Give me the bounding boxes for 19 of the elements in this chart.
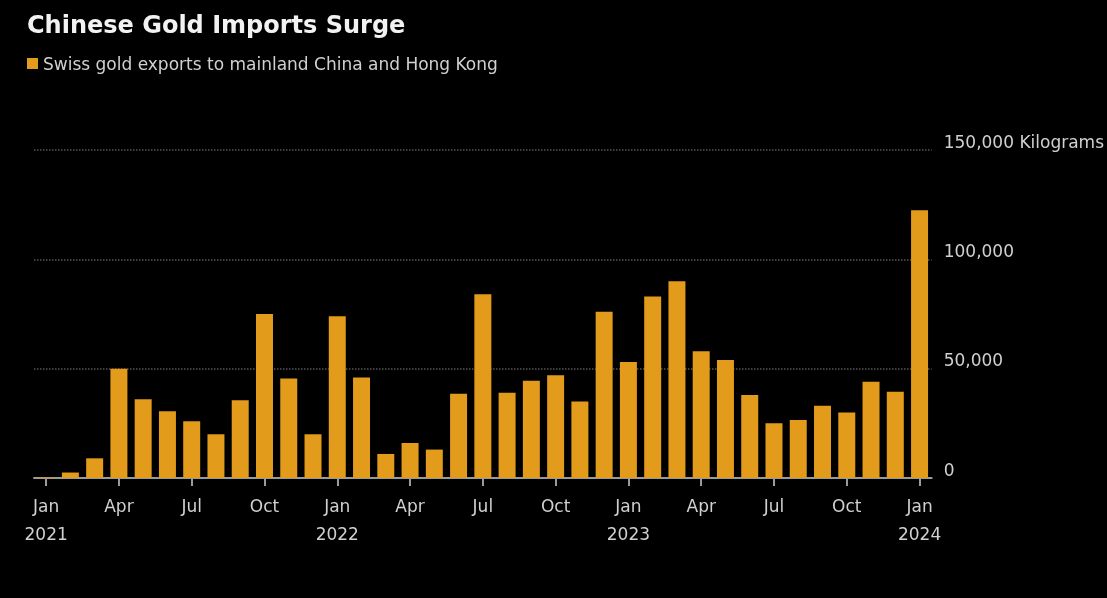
- x-tick-label: Apr: [686, 496, 716, 516]
- x-tick-label: Apr: [104, 496, 134, 516]
- x-tick-label: Jan 2023: [606, 496, 651, 544]
- y-tick-label: 50,000: [943, 350, 1004, 371]
- x-tick-label: Oct: [249, 496, 280, 516]
- x-tick-label: Jan 2021: [24, 496, 68, 544]
- x-tick-label: Oct: [540, 496, 571, 516]
- x-tick-label: Jan 2024: [897, 496, 942, 544]
- y-tick-label: 100,000: [943, 240, 1014, 261]
- x-tick-label: Jul: [180, 496, 202, 516]
- legend-label: Swiss gold exports to mainland China and Hong Kong: [43, 53, 498, 74]
- x-tick-label: Jul: [762, 496, 785, 516]
- x-tick-label: Jul: [471, 496, 494, 516]
- x-tick-label: Jan 2022: [315, 496, 359, 544]
- chart-title: Chinese Gold Imports Surge: [27, 11, 406, 39]
- y-tick-label: 0: [943, 459, 955, 480]
- x-tick-label: Apr: [395, 496, 425, 516]
- y-tick-label: 150,000 Kilograms: [943, 131, 1105, 152]
- x-tick-label: Oct: [832, 496, 862, 516]
